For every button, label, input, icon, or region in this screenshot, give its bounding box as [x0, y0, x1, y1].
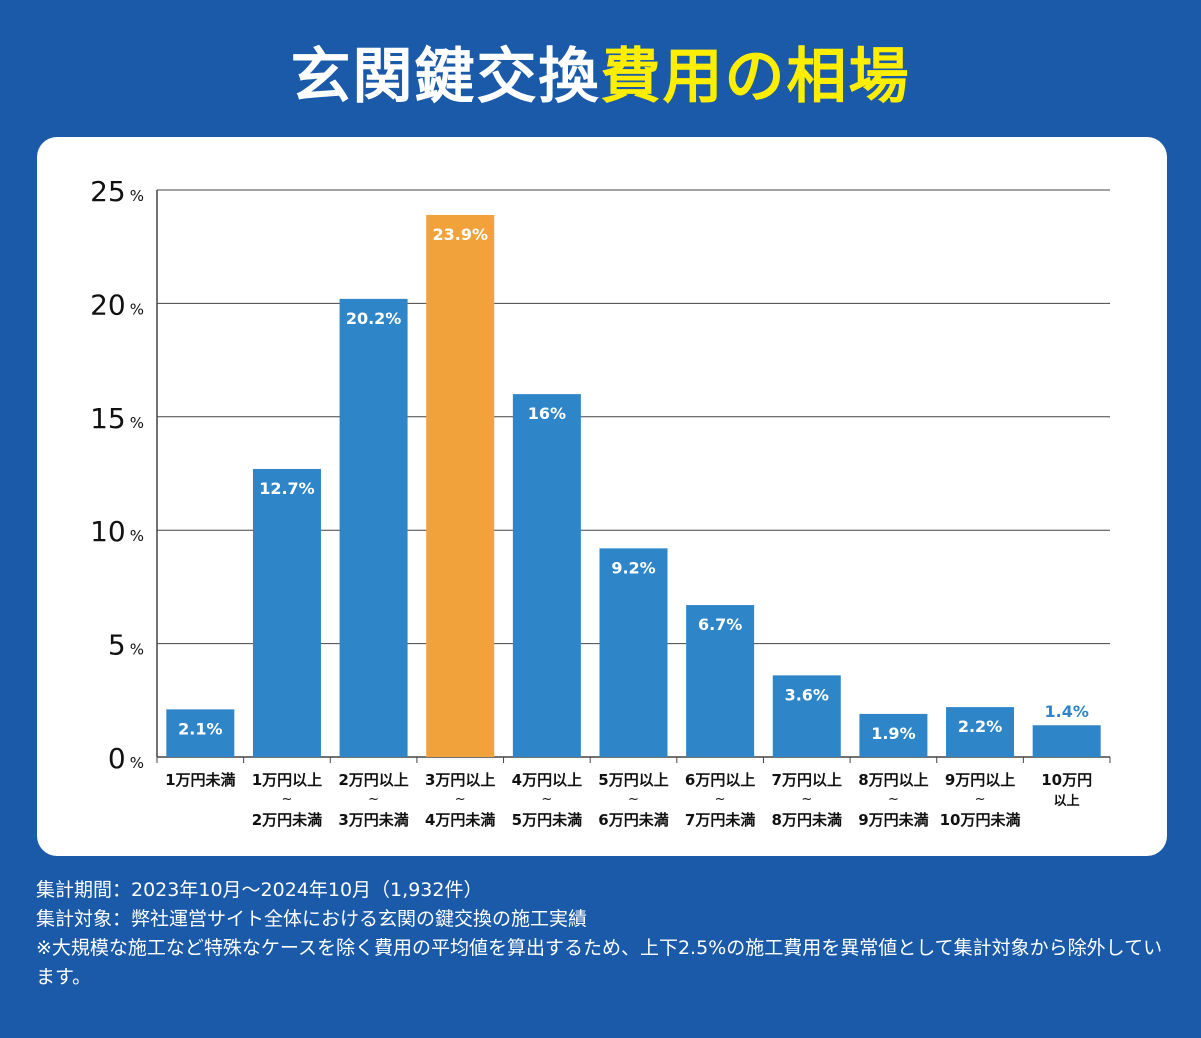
page-title: 玄関鍵交換費用の相場	[0, 28, 1201, 115]
x-tick-label: 2万円以上	[338, 771, 408, 789]
bar-value-label: 9.2%	[611, 558, 655, 577]
range-separator: ~	[368, 792, 379, 807]
range-separator: ~	[715, 792, 726, 807]
y-tick-label: 10%	[90, 515, 144, 548]
y-tick-label: 25%	[90, 175, 144, 208]
x-tick-label: 9万円以上	[945, 771, 1015, 789]
bar-value-label: 12.7%	[259, 479, 315, 498]
range-separator: ~	[801, 792, 812, 807]
note-disclaimer: ※大規模な施工など特殊なケースを除く費用の平均値を算出するため、上下2.5%の施…	[36, 937, 1163, 988]
x-tick-label: 4万円以上	[512, 771, 582, 789]
bar	[426, 214, 495, 757]
x-tick-label: 以上	[1054, 794, 1080, 809]
x-tick-label: 7万円未満	[685, 811, 755, 829]
title-part-2: 費用の相場	[600, 42, 911, 112]
bar	[599, 548, 668, 757]
x-tick-label: 6万円以上	[685, 771, 755, 789]
range-separator: ~	[628, 792, 639, 807]
bar-value-label: 20.2%	[346, 309, 402, 328]
bar-value-label: 1.4%	[1044, 702, 1088, 721]
bar-value-label: 2.1%	[178, 719, 222, 738]
note-target: 集計対象：弊社運営サイト全体における玄関の鍵交換の施工実績	[36, 908, 588, 930]
bar	[512, 394, 581, 757]
x-tick-label: 4万円未満	[425, 811, 495, 829]
y-tick-label: 20%	[90, 288, 144, 321]
bar-value-label: 1.9%	[871, 724, 915, 743]
note-period: 集計期間：2023年10月～2024年10月（1,932件）	[36, 879, 483, 901]
bar	[946, 707, 1015, 757]
x-tick-label: 5万円未満	[512, 811, 582, 829]
x-tick-label: 10万円	[1041, 771, 1092, 789]
range-separator: ~	[975, 792, 986, 807]
y-tick-label: 0%	[108, 742, 144, 775]
bar	[339, 298, 408, 757]
x-tick-label: 3万円未満	[338, 811, 408, 829]
x-tick-label: 2万円未満	[252, 811, 322, 829]
x-tick-label: 7万円以上	[772, 771, 842, 789]
x-tick-label: 1万円以上	[252, 771, 322, 789]
y-tick-label: 15%	[90, 402, 144, 435]
bar-value-label: 16%	[528, 404, 566, 423]
title-part-1: 玄関鍵交換	[290, 42, 601, 112]
x-tick-label: 10万円未満	[940, 811, 1021, 829]
range-separator: ~	[541, 792, 552, 807]
x-tick-label: 5万円以上	[598, 771, 668, 789]
bar-chart: 0 % 5 % 10 % 15 % 20 % 25 % 2.1% 1万円未満 12.7% 1万円以上 ~2万円未…	[90, 175, 1111, 829]
x-tick-label: 8万円未満	[772, 811, 842, 829]
bar	[252, 468, 321, 757]
bar-value-label: 3.6%	[785, 685, 829, 704]
bar	[686, 605, 755, 757]
bar	[859, 713, 928, 757]
x-tick-label: 6万円未満	[598, 811, 668, 829]
range-separator: ~	[282, 792, 293, 807]
bar-value-label: 6.7%	[698, 615, 742, 634]
x-tick-label: 3万円以上	[425, 771, 495, 789]
bar	[772, 675, 841, 757]
bar	[1032, 725, 1101, 757]
y-tick-label: 5%	[108, 629, 144, 662]
x-tick-label: 8万円以上	[858, 771, 928, 789]
x-tick-label: 1万円未満	[165, 771, 235, 789]
x-tick-label: 9万円未満	[858, 811, 928, 829]
notes: 集計期間：2023年10月～2024年10月（1,932件） 集計対象：弊社運営…	[36, 876, 1176, 992]
bar-value-label: 2.2%	[958, 717, 1002, 736]
bar-value-label: 23.9%	[432, 225, 488, 244]
bar	[166, 709, 235, 757]
range-separator: ~	[888, 792, 899, 807]
chart-card: 0% 5% 10% 15% 20% 25% 2.1% 1万円未満 12.7% 1万円以上 ~2万円未…	[37, 137, 1167, 856]
range-separator: ~	[455, 792, 466, 807]
